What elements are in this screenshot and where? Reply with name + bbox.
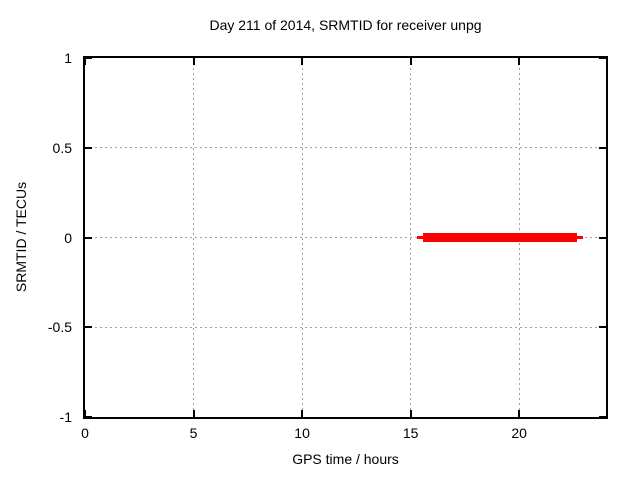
y-tick-label: -1 (59, 409, 72, 425)
x-tick-mark (409, 58, 412, 65)
horizontal-gridline (85, 147, 606, 149)
x-tick-mark (301, 410, 304, 417)
x-tick-mark (84, 58, 86, 65)
x-tick-mark (84, 410, 86, 417)
plot-area (83, 56, 608, 419)
series-srmtid-segment (422, 233, 577, 242)
y-tick-mark (599, 236, 606, 239)
y-tick-label: 0 (64, 229, 72, 246)
y-tick-mark (85, 236, 92, 239)
x-tick-label: 15 (402, 425, 419, 441)
y-tick-mark (599, 326, 606, 329)
x-axis-title: GPS time / hours (292, 451, 399, 467)
y-tick-mark (599, 146, 606, 149)
horizontal-gridline (85, 326, 606, 328)
x-tick-mark (301, 58, 304, 65)
y-tick-mark (599, 416, 606, 418)
x-tick-mark (518, 410, 521, 417)
y-tick-label: 1 (64, 50, 72, 66)
y-tick-mark (85, 146, 92, 149)
horizontal-gridline (85, 237, 606, 238)
y-tick-label: 0.5 (52, 139, 72, 156)
x-tick-label: 0 (81, 425, 89, 441)
y-tick-mark (85, 326, 92, 329)
x-tick-mark (192, 410, 195, 417)
x-tick-label: 20 (511, 425, 527, 441)
y-tick-mark (85, 57, 92, 59)
x-tick-mark (192, 58, 195, 65)
y-tick-mark (85, 416, 92, 418)
y-tick-mark (599, 57, 606, 59)
x-tick-label: 5 (189, 425, 198, 441)
x-tick-label: 10 (294, 425, 310, 441)
x-tick-mark (409, 410, 412, 417)
y-tick-label: -0.5 (47, 319, 72, 336)
x-tick-mark (518, 58, 521, 65)
chart-title: Day 211 of 2014, SRMTID for receiver unp… (209, 17, 482, 33)
